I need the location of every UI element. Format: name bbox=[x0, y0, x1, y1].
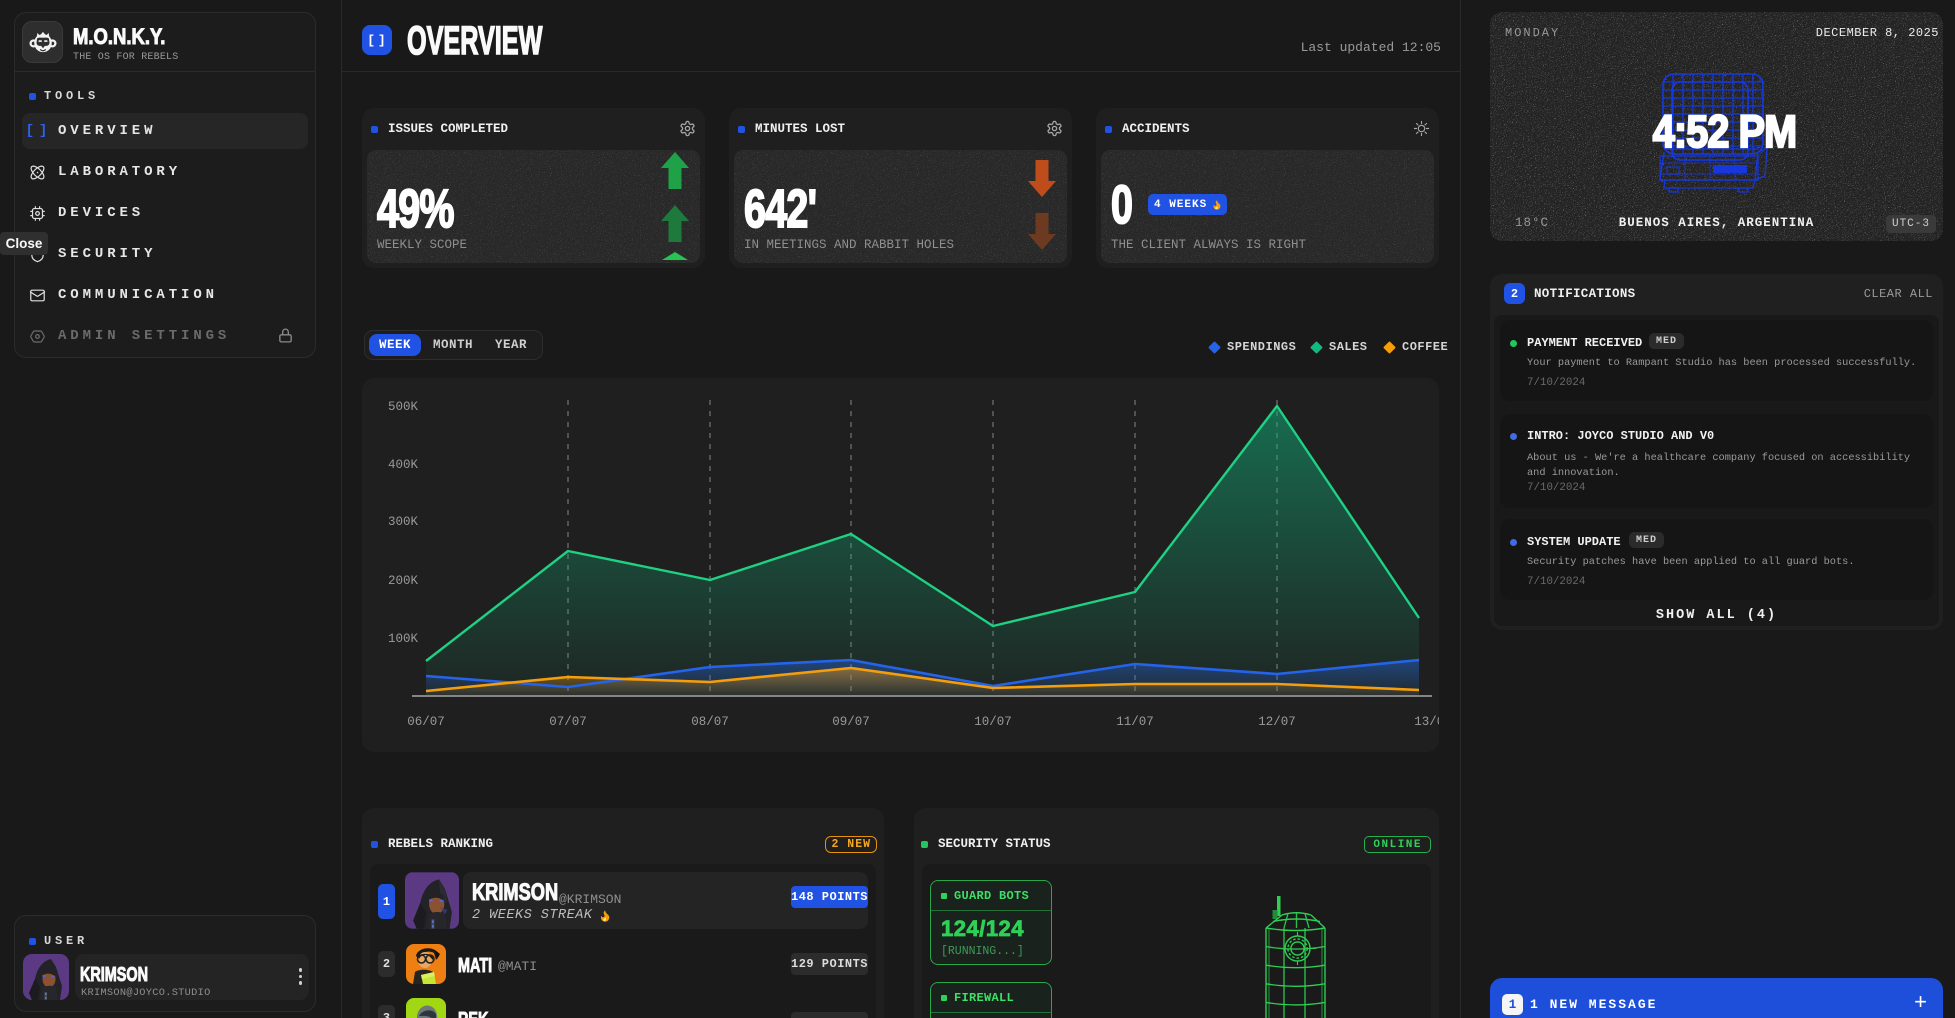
svg-text:400K: 400K bbox=[388, 458, 419, 472]
svg-text:300K: 300K bbox=[388, 515, 419, 529]
svg-text:09/07: 09/07 bbox=[832, 715, 870, 729]
svg-text:13/07: 13/07 bbox=[1414, 715, 1439, 729]
svg-text:08/07: 08/07 bbox=[691, 715, 729, 729]
svg-text:06/07: 06/07 bbox=[407, 715, 445, 729]
svg-text:12/07: 12/07 bbox=[1258, 715, 1296, 729]
svg-text:10/07: 10/07 bbox=[974, 715, 1012, 729]
svg-text:07/07: 07/07 bbox=[549, 715, 587, 729]
svg-text:200K: 200K bbox=[388, 574, 419, 588]
svg-text:500K: 500K bbox=[388, 400, 419, 414]
svg-text:100K: 100K bbox=[388, 632, 419, 646]
svg-text:11/07: 11/07 bbox=[1116, 715, 1154, 729]
